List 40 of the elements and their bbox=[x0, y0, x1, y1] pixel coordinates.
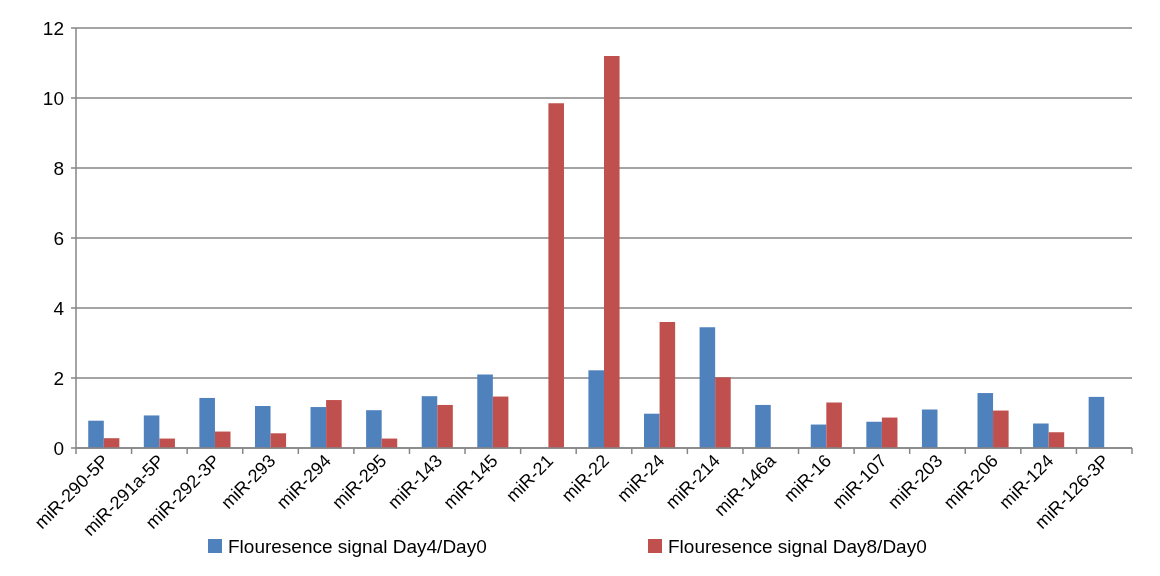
bar bbox=[1048, 432, 1065, 448]
bar bbox=[699, 327, 716, 448]
y-tick-label: 2 bbox=[53, 367, 64, 389]
bar bbox=[866, 421, 882, 448]
bar bbox=[1088, 396, 1105, 448]
bar bbox=[366, 410, 382, 448]
legend-label: Flouresence signal Day4/Day0 bbox=[228, 535, 487, 557]
bar bbox=[993, 410, 1009, 448]
bar bbox=[270, 433, 287, 448]
y-tick-label: 6 bbox=[53, 227, 64, 249]
bar bbox=[977, 393, 994, 448]
y-tick-label: 0 bbox=[53, 437, 64, 459]
legend-label: Flouresence signal Day8/Day0 bbox=[668, 535, 927, 557]
bar bbox=[88, 420, 104, 448]
y-tick-label: 10 bbox=[42, 87, 64, 109]
y-tick-label: 12 bbox=[42, 17, 64, 39]
bar bbox=[326, 400, 342, 448]
bar bbox=[826, 402, 842, 448]
bar bbox=[715, 377, 731, 448]
bar bbox=[659, 322, 676, 448]
bar bbox=[644, 413, 660, 448]
bar bbox=[199, 397, 215, 448]
bar bbox=[214, 431, 231, 448]
bar bbox=[437, 404, 453, 448]
bar bbox=[492, 396, 509, 448]
bar bbox=[254, 406, 271, 448]
bar bbox=[755, 404, 771, 448]
bar bbox=[881, 417, 898, 448]
y-tick-label: 4 bbox=[53, 297, 65, 319]
bar bbox=[421, 396, 438, 448]
y-tick-label: 8 bbox=[53, 157, 64, 179]
bar bbox=[604, 56, 620, 448]
bar bbox=[810, 424, 827, 448]
bar bbox=[310, 407, 327, 448]
bar bbox=[548, 103, 564, 448]
bar bbox=[588, 370, 604, 448]
bar bbox=[477, 374, 493, 448]
bar bbox=[1033, 423, 1049, 448]
bar bbox=[143, 415, 160, 448]
bar bbox=[921, 409, 938, 448]
